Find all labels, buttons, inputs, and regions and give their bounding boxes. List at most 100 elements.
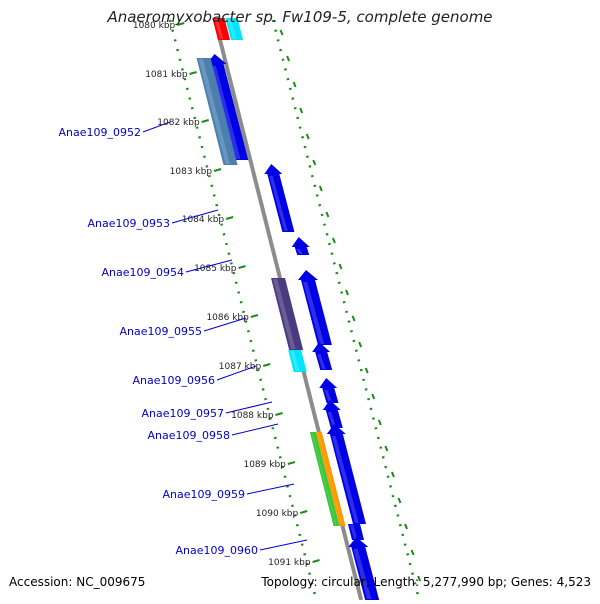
tick-mark (225, 216, 234, 220)
outer-ring-dash (279, 29, 284, 36)
tick-mark (189, 71, 197, 75)
gene-leader-line (216, 365, 257, 381)
tick-mark (250, 314, 259, 318)
cds-0955 (298, 270, 332, 345)
cds-0960a (348, 524, 365, 540)
cds-0953-shape (264, 164, 295, 232)
tick-label: 1080 kbp (133, 21, 176, 31)
outer-ring-dash (384, 445, 389, 452)
tick-label: 1088 kbp (231, 411, 274, 421)
gene-label: Anae109_0959 (163, 488, 246, 501)
tick-mark (176, 22, 185, 26)
gene-label: Anae109_0956 (133, 374, 216, 387)
outer-ring-dash (410, 549, 415, 556)
outer-ring-dash (390, 471, 395, 478)
cds-0956-shape (312, 342, 333, 370)
tick-mark (201, 119, 209, 123)
orange-box-highlight (317, 433, 343, 525)
cds-0952-highlight (211, 66, 241, 159)
cds-0958 (322, 400, 343, 428)
tick-label: 1089 kbp (243, 460, 286, 470)
cds-0955-highlight (303, 282, 325, 344)
cyan-box-highlight (290, 351, 300, 371)
gene-label: Anae109_0958 (148, 429, 231, 442)
outer-ring-dash (305, 133, 310, 140)
tick-label: 1083 kbp (170, 167, 213, 177)
red-feature-highlight (214, 19, 224, 39)
gene-leader-line (225, 401, 273, 414)
cds-0960a-highlight (350, 525, 358, 539)
tick-mark (262, 363, 271, 367)
outer-ring-dash (358, 341, 363, 348)
green-box-highlight (311, 433, 337, 525)
gene-label: Anae109_0960 (176, 544, 259, 557)
outer-ring-dash (351, 315, 356, 322)
tick-label: 1090 kbp (256, 509, 299, 519)
gene-leader-line (185, 259, 233, 273)
cds-0958-shape (322, 400, 343, 428)
slate-box (271, 278, 304, 350)
tick-label: 1087 kbp (219, 362, 262, 372)
cyan-box (288, 350, 307, 372)
outer-ring-dash (318, 185, 323, 192)
gene-leader-line (259, 539, 308, 551)
orange-box-shape (315, 432, 346, 526)
cds-0958-highlight (327, 412, 337, 427)
tick-mark (213, 168, 222, 172)
cds-0956-highlight (317, 354, 326, 369)
outer-ring-dash (377, 419, 382, 426)
tick-mark (287, 461, 296, 465)
outer-ring-dash (332, 237, 336, 244)
red-feature-shape (212, 18, 231, 40)
slate-box-highlight (273, 279, 296, 349)
steel-box-shape (196, 58, 238, 165)
cds-0960b (348, 537, 380, 600)
outer-ring-dash (299, 107, 304, 114)
tick-mark (312, 559, 320, 563)
tick-label: 1091 kbp (268, 558, 311, 568)
cyan-feature (225, 18, 244, 40)
cds-0959-highlight (331, 436, 359, 523)
tick-label: 1085 kbp (194, 264, 237, 274)
outer-ring-dash (404, 523, 408, 530)
green-box-shape (309, 432, 340, 526)
green-box (309, 432, 340, 526)
cds-0953 (264, 164, 295, 232)
cds-0954-shape (291, 237, 310, 255)
gene-leader-line (142, 121, 171, 133)
cds-0957 (319, 378, 339, 403)
orange-box (315, 432, 346, 526)
cds-0954 (291, 237, 310, 255)
outer-ring-dash (417, 575, 422, 582)
gene-label: Anae109_0957 (142, 407, 225, 420)
outer-ring-dash (325, 211, 330, 218)
gene-label: Anae109_0952 (59, 126, 142, 139)
gene-leader-line (231, 423, 279, 436)
outer-ring-dash (345, 289, 349, 296)
cds-0959-shape (326, 424, 367, 524)
tick-mark (238, 265, 246, 269)
gene-label: Anae109_0953 (88, 217, 171, 230)
gene-label: Anae109_0955 (120, 325, 203, 338)
red-feature (212, 18, 231, 40)
tick-label: 1084 kbp (182, 215, 225, 225)
tick-label: 1082 kbp (157, 118, 200, 128)
summary-text: Topology: circular; Length: 5,277,990 bp… (261, 575, 591, 589)
outer-ring-dash (292, 81, 297, 88)
cds-0952-shape (206, 54, 249, 160)
cds-0957-shape (319, 378, 339, 403)
cds-0959 (326, 424, 367, 524)
steel-box (196, 58, 238, 165)
tick-label: 1086 kbp (206, 313, 249, 323)
cds-0960b-shape (348, 537, 380, 600)
cds-0960b-highlight (353, 549, 372, 599)
cds-0952 (206, 54, 249, 160)
gene-label: Anae109_0954 (102, 266, 185, 279)
cyan-box-shape (288, 350, 307, 372)
slate-box-shape (271, 278, 304, 350)
cds-0955-shape (298, 270, 332, 345)
cyan-feature-highlight (227, 19, 237, 39)
cyan-feature-shape (225, 18, 244, 40)
